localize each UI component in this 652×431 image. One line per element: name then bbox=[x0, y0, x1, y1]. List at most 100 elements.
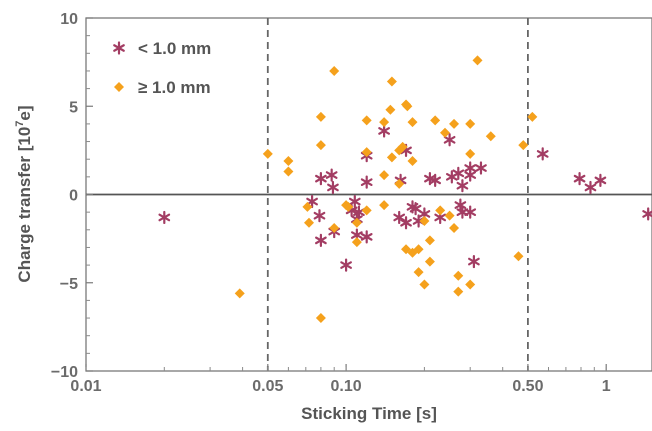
point-large bbox=[283, 166, 294, 177]
point-small-stroke bbox=[409, 204, 422, 213]
point-large bbox=[444, 210, 455, 221]
legend-marker-large bbox=[114, 82, 124, 92]
point-large bbox=[379, 117, 390, 128]
point-small-stroke bbox=[348, 197, 361, 206]
point-large bbox=[379, 170, 390, 181]
y-axis-ticks: −10 −5 0 5 10 bbox=[51, 11, 93, 381]
y-tick-label: 10 bbox=[60, 11, 78, 28]
point-large bbox=[302, 201, 313, 212]
point-small bbox=[340, 258, 352, 272]
x-tick-label: 0.05 bbox=[252, 378, 283, 395]
x-axis-title: Sticking Time [s] bbox=[301, 404, 437, 423]
legend-asterisk-stroke bbox=[113, 44, 125, 52]
y-axis-title: Charge transfer [107e] bbox=[14, 105, 34, 282]
point-large bbox=[303, 217, 314, 228]
point-large bbox=[386, 152, 397, 163]
point-small bbox=[443, 133, 456, 147]
legend-label-small: < 1.0 mm bbox=[138, 39, 211, 58]
point-small bbox=[313, 209, 326, 223]
point-small-stroke bbox=[594, 176, 607, 185]
point-small bbox=[464, 161, 477, 175]
point-small bbox=[429, 173, 442, 187]
x-tick-label: 0.50 bbox=[512, 378, 543, 395]
point-small bbox=[573, 172, 586, 186]
point-small-stroke bbox=[475, 164, 487, 172]
point-small-stroke bbox=[400, 218, 412, 227]
legend-asterisk bbox=[113, 41, 125, 55]
point-large bbox=[407, 117, 418, 128]
point-large bbox=[449, 118, 460, 129]
point-small bbox=[594, 173, 607, 187]
point-small-stroke bbox=[452, 169, 465, 178]
point-large bbox=[424, 235, 435, 246]
point-small bbox=[468, 254, 480, 269]
point-small-stroke bbox=[315, 174, 327, 183]
point-small bbox=[584, 180, 597, 195]
legend-label-large: ≥ 1.0 mm bbox=[138, 78, 211, 97]
point-small-stroke bbox=[454, 201, 467, 209]
point-small bbox=[348, 194, 361, 209]
point-small bbox=[454, 198, 467, 212]
point-large bbox=[449, 223, 460, 234]
point-large bbox=[402, 101, 413, 112]
point-large bbox=[453, 286, 464, 297]
point-large bbox=[465, 118, 476, 129]
point-small bbox=[315, 172, 327, 186]
point-small bbox=[475, 161, 487, 175]
point-small-stroke bbox=[313, 211, 326, 220]
point-large bbox=[351, 237, 362, 248]
point-large bbox=[485, 131, 496, 142]
point-small-stroke bbox=[360, 178, 373, 186]
point-small-stroke bbox=[429, 176, 442, 185]
point-small-stroke bbox=[400, 146, 412, 155]
point-small bbox=[409, 202, 422, 216]
point-large bbox=[315, 140, 326, 151]
point-small-stroke bbox=[393, 213, 406, 222]
x-tick-label: 0.01 bbox=[70, 378, 101, 395]
y-axis-title-exponent: 7 bbox=[14, 121, 26, 127]
point-large bbox=[315, 313, 326, 324]
point-small bbox=[445, 170, 458, 184]
point-large bbox=[527, 111, 538, 122]
point-large bbox=[407, 155, 418, 166]
point-small-stroke bbox=[464, 171, 477, 179]
y-tick-label: −10 bbox=[51, 364, 78, 381]
x-tick-label: 1 bbox=[602, 378, 611, 395]
point-large bbox=[430, 115, 441, 126]
point-large bbox=[234, 288, 245, 299]
y-axis-title-tail: e] bbox=[15, 105, 34, 120]
data-points bbox=[158, 55, 652, 324]
point-large bbox=[465, 148, 476, 159]
point-small bbox=[360, 175, 373, 189]
point-large bbox=[361, 205, 372, 216]
point-small bbox=[464, 205, 477, 219]
point-small-stroke bbox=[443, 135, 456, 144]
point-small-stroke bbox=[434, 213, 447, 222]
point-large bbox=[419, 279, 430, 290]
point-large bbox=[351, 217, 362, 228]
point-large bbox=[343, 201, 354, 212]
legend-diamond bbox=[114, 82, 124, 92]
point-large bbox=[385, 104, 396, 115]
x-axis-ticks: 0.01 0.05 0.10 0.50 1 bbox=[70, 364, 611, 395]
point-large bbox=[262, 148, 273, 159]
point-small-stroke bbox=[584, 183, 597, 192]
point-large bbox=[394, 178, 405, 189]
point-large bbox=[329, 65, 340, 76]
point-large bbox=[361, 115, 372, 126]
point-small bbox=[378, 124, 390, 138]
point-small-stroke bbox=[418, 210, 431, 218]
point-small-stroke bbox=[536, 150, 549, 158]
point-large bbox=[397, 141, 408, 152]
point-small-stroke bbox=[468, 257, 480, 266]
point-large bbox=[379, 200, 390, 211]
point-large bbox=[283, 155, 294, 166]
point-large bbox=[329, 223, 340, 234]
point-small-stroke bbox=[315, 236, 327, 245]
point-small bbox=[642, 207, 652, 221]
point-small-stroke bbox=[340, 261, 352, 269]
point-large bbox=[518, 140, 529, 151]
point-small bbox=[400, 216, 412, 230]
y-tick-label: 0 bbox=[69, 188, 78, 205]
